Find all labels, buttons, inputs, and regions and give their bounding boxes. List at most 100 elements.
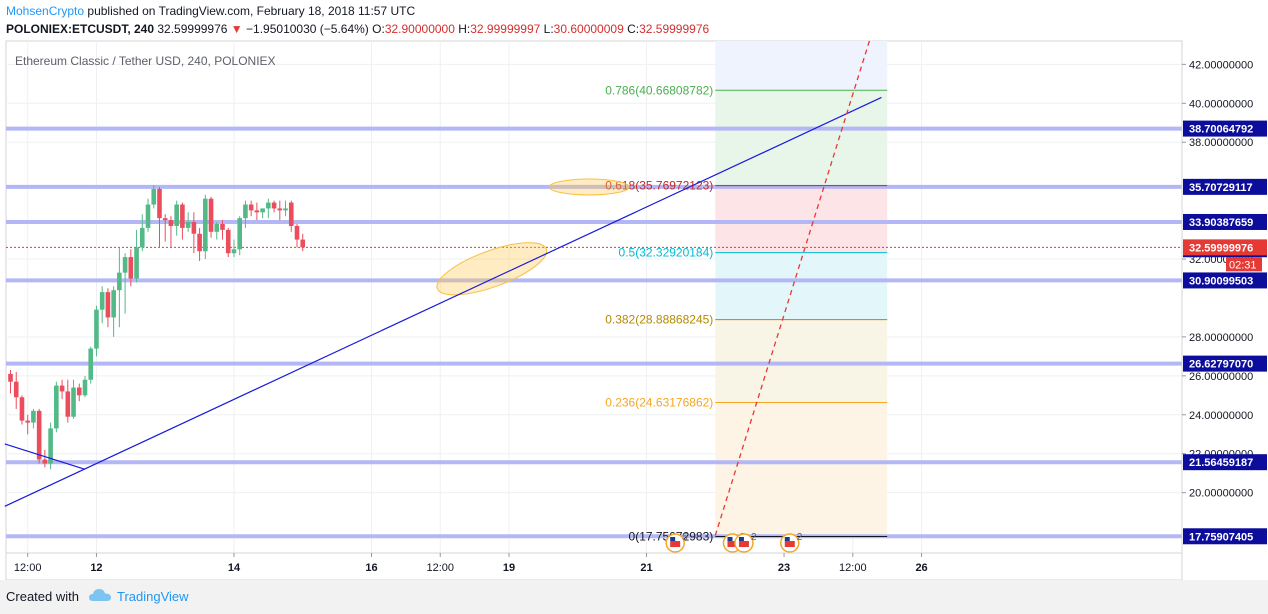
time-axis bbox=[5, 552, 1183, 580]
candle-body bbox=[180, 204, 185, 228]
publish-line: MohsenCrypto published on TradingView.co… bbox=[6, 4, 415, 18]
candle-body bbox=[65, 391, 71, 417]
fib-zone bbox=[715, 185, 888, 253]
price-tick-label: 24.00000000 bbox=[1189, 410, 1253, 422]
highlight-ellipse bbox=[548, 178, 630, 196]
price-axis bbox=[1182, 41, 1268, 553]
candle-body bbox=[197, 233, 202, 252]
candle-body bbox=[48, 428, 53, 464]
fib-zone bbox=[715, 402, 888, 537]
countdown-label: 02:31 bbox=[1229, 259, 1257, 271]
time-tick-label: 16 bbox=[365, 562, 377, 574]
candle-body bbox=[88, 348, 94, 380]
candle-body bbox=[294, 225, 300, 240]
candle-body bbox=[59, 385, 65, 392]
last-price: 32.59999976 bbox=[157, 22, 228, 36]
candle-body bbox=[208, 198, 214, 232]
fib-level-label: 0.5(32.32920184) bbox=[619, 246, 714, 260]
price-tick-label: 28.00000000 bbox=[1189, 332, 1253, 344]
chart-header: MohsenCrypto published on TradingView.co… bbox=[0, 0, 1268, 40]
last-price-tag bbox=[1183, 239, 1267, 256]
down-arrow-icon: ▼ bbox=[230, 22, 243, 36]
us-flag-event-icon bbox=[670, 537, 676, 541]
open-label: O: bbox=[372, 22, 385, 36]
fib-zone bbox=[715, 90, 888, 186]
level-price-tag bbox=[1183, 272, 1267, 289]
close-value: 32.59999976 bbox=[639, 22, 710, 36]
published-text: published on TradingView.com, February 1… bbox=[87, 4, 416, 18]
candle-body bbox=[271, 202, 277, 209]
fib-level-label: 0.236(24.63176862) bbox=[605, 395, 713, 409]
level-price-tag bbox=[1183, 213, 1267, 230]
level-price-tag-label: 21.56459187 bbox=[1189, 457, 1253, 469]
projection-line bbox=[714, 38, 871, 536]
candle-body bbox=[203, 198, 208, 252]
price-tick-label: 40.00000000 bbox=[1189, 98, 1253, 110]
level-price-tag-label: 35.70729117 bbox=[1189, 182, 1253, 194]
candle-body bbox=[134, 247, 139, 279]
tradingview-link[interactable]: TradingView bbox=[117, 589, 189, 604]
chart-title: Ethereum Classic / Tether USD, 240, POLO… bbox=[15, 54, 276, 68]
level-price-tag bbox=[1183, 178, 1267, 195]
us-flag-event-icon bbox=[784, 537, 790, 541]
candle-body bbox=[117, 272, 122, 291]
time-tick-label: 12:00 bbox=[426, 562, 454, 574]
candle-body bbox=[19, 397, 25, 421]
last-price-tag-label: 32.59999976 bbox=[1189, 242, 1253, 254]
time-tick-label: 19 bbox=[503, 562, 515, 574]
candle-body bbox=[288, 202, 294, 226]
candle-body bbox=[71, 387, 76, 417]
event-count: 2 bbox=[751, 532, 757, 543]
candle-body bbox=[220, 223, 225, 230]
symbol-label: POLONIEX:ETCUSDT, 240 bbox=[6, 22, 155, 36]
candle-body bbox=[266, 202, 271, 209]
highlight-ellipse bbox=[436, 242, 548, 296]
low-label: L: bbox=[543, 22, 554, 36]
time-tick-label: 12 bbox=[90, 562, 102, 574]
candle-body bbox=[248, 204, 254, 211]
candle-body bbox=[13, 381, 19, 398]
level-price-tag-label: 17.75907405 bbox=[1189, 531, 1253, 543]
candle-body bbox=[225, 229, 231, 254]
candle-body bbox=[243, 204, 248, 219]
fib-level-label: 0.382(28.88868245) bbox=[605, 313, 713, 327]
cloud-logo-icon bbox=[89, 589, 111, 601]
candle-body bbox=[283, 208, 288, 211]
candle-body bbox=[214, 223, 220, 232]
candle-body bbox=[174, 204, 179, 226]
us-flag-event-icon bbox=[784, 541, 795, 547]
time-tick-label: 12:00 bbox=[839, 562, 867, 574]
symbol-line: POLONIEX:ETCUSDT, 240 32.59999976 ▼ −1.9… bbox=[6, 22, 709, 36]
candle-body bbox=[99, 292, 105, 310]
candle-body bbox=[191, 222, 197, 234]
price-tick-label: 26.00000000 bbox=[1189, 371, 1253, 383]
time-tick-label: 26 bbox=[915, 562, 927, 574]
open-value: 32.90000000 bbox=[384, 22, 455, 36]
candle-body bbox=[168, 220, 174, 226]
candle-body bbox=[254, 210, 260, 213]
level-price-tag-label: 26.62797070 bbox=[1189, 359, 1253, 371]
fib-zone bbox=[715, 41, 888, 91]
us-flag-event-icon bbox=[727, 537, 733, 541]
fib-level-label: 0.618(35.76972123) bbox=[605, 179, 713, 193]
author-link[interactable]: MohsenCrypto bbox=[6, 4, 85, 18]
candle-body bbox=[260, 208, 265, 213]
price-chart[interactable]: 0.786(40.66808782) 0.618(35.76972123) 0.5(… bbox=[0, 0, 1268, 580]
fib-level-label: 0.786(40.66808782) bbox=[605, 83, 713, 97]
candle-body bbox=[157, 188, 162, 219]
level-price-tag-label: 33.90387659 bbox=[1189, 217, 1253, 229]
level-price-tag bbox=[1183, 454, 1267, 471]
level-price-tag-label: 30.90099503 bbox=[1189, 275, 1253, 287]
candle-body bbox=[237, 218, 242, 250]
candle-body bbox=[145, 204, 151, 228]
created-with-text: Created with bbox=[6, 589, 79, 604]
close-label: C: bbox=[627, 22, 640, 36]
plot-area bbox=[5, 40, 1183, 554]
candle-body bbox=[36, 410, 42, 460]
candle-body bbox=[111, 290, 116, 318]
us-flag-event-icon bbox=[738, 541, 749, 547]
candle-body bbox=[139, 227, 145, 248]
candle-body bbox=[42, 459, 48, 464]
event-count: 5 bbox=[682, 532, 688, 543]
candle-body bbox=[122, 257, 128, 273]
